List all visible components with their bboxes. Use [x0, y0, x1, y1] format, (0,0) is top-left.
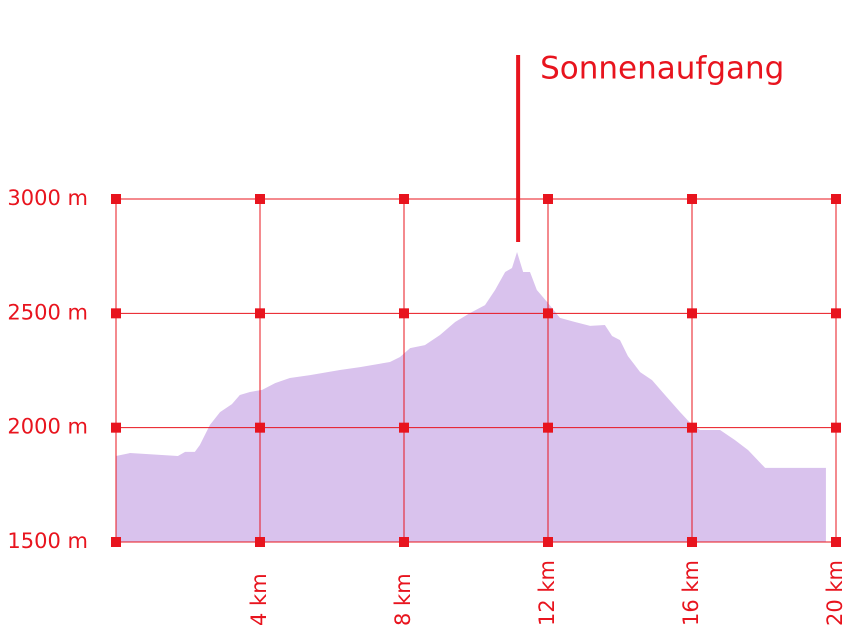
- grid-node: [831, 194, 841, 204]
- grid-node: [687, 537, 697, 547]
- grid-node: [543, 537, 553, 547]
- grid-node: [255, 194, 265, 204]
- x-tick-label: 4 km: [247, 573, 271, 626]
- grid-node: [111, 308, 121, 319]
- grid-node: [543, 194, 553, 204]
- grid-node: [399, 537, 409, 547]
- grid-node: [111, 537, 121, 547]
- grid-node: [831, 422, 841, 433]
- grid-node: [255, 537, 265, 547]
- y-tick-label: 3000 m: [7, 186, 88, 210]
- x-tick-label: 20 km: [823, 560, 847, 626]
- grid-node: [687, 422, 697, 433]
- y-tick-label: 1500 m: [7, 529, 88, 553]
- grid-node: [399, 308, 409, 319]
- grid-node: [831, 308, 841, 319]
- grid-node: [687, 308, 697, 319]
- grid-node: [111, 194, 121, 204]
- x-tick-label: 8 km: [391, 573, 415, 626]
- elevation-area: [116, 252, 826, 542]
- y-tick-label: 2000 m: [7, 415, 88, 439]
- annotation-label: Sonnenaufgang: [540, 51, 784, 87]
- x-tick-label: 12 km: [535, 560, 559, 626]
- grid-node: [543, 308, 553, 319]
- x-tick-label: 16 km: [679, 560, 703, 626]
- grid-node: [399, 422, 409, 433]
- grid-node: [543, 422, 553, 433]
- grid-node: [255, 422, 265, 433]
- grid-node: [399, 194, 409, 204]
- grid-node: [687, 194, 697, 204]
- grid-node: [111, 422, 121, 433]
- y-tick-label: 2500 m: [7, 300, 88, 324]
- grid-node: [831, 537, 841, 547]
- grid-node: [255, 308, 265, 319]
